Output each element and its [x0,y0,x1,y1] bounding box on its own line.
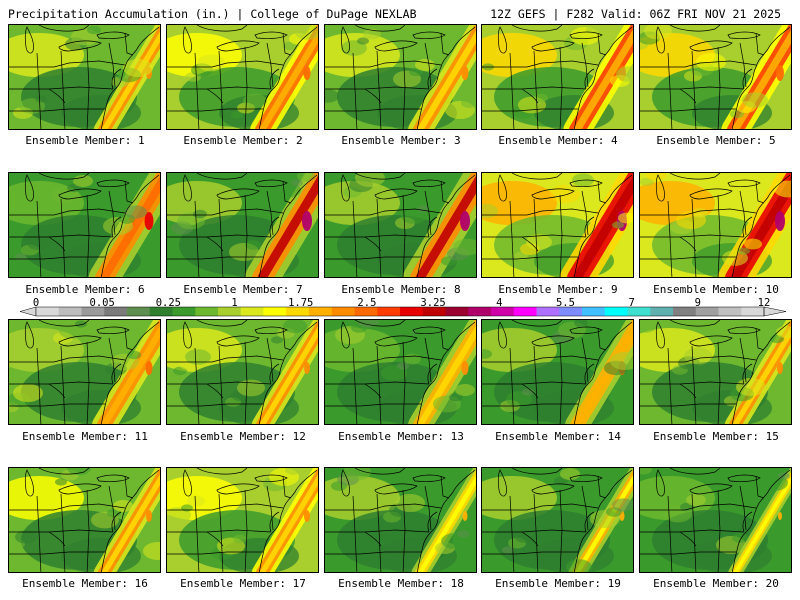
colorbar-swatch [513,307,537,316]
colorbar-swatch [104,307,128,316]
precip-colorbar [19,306,787,317]
colorbar-swatch [491,307,515,316]
ensemble-member-label: Ensemble Member: 3 [341,134,461,147]
ensemble-member-label: Ensemble Member: 2 [183,134,303,147]
colorbar-swatch [718,307,742,316]
ensemble-member-map [324,172,477,278]
colorbar-swatch [81,307,105,316]
ensemble-member-label: Ensemble Member: 10 [653,283,779,296]
colorbar-swatch [695,307,719,316]
ensemble-member-map [166,172,319,278]
colorbar-swatch [445,307,469,316]
ensemble-member-label: Ensemble Member: 8 [341,283,461,296]
ensemble-member-label: Ensemble Member: 5 [656,134,776,147]
ensemble-member-map [166,319,319,425]
colorbar-tick-label: 0.05 [89,297,115,309]
ensemble-member-map [481,24,634,130]
colorbar-tick-label: 4 [496,297,503,309]
colorbar-swatch [195,307,219,316]
colorbar-tick-label: 1.75 [288,297,314,309]
ensemble-member-map [324,467,477,573]
ensemble-member-label: Ensemble Member: 11 [22,430,148,443]
ensemble-member-label: Ensemble Member: 13 [338,430,464,443]
colorbar-swatch [400,307,424,316]
ensemble-member-map [324,24,477,130]
ensemble-member-label: Ensemble Member: 4 [498,134,618,147]
colorbar-swatch [559,307,583,316]
colorbar-swatch [309,307,333,316]
colorbar-swatch [650,307,674,316]
chart-title: Precipitation Accumulation (in.) | Colle… [8,7,417,21]
ensemble-member-map [481,467,634,573]
colorbar-swatch [240,307,264,316]
ensemble-member-label: Ensemble Member: 1 [25,134,145,147]
colorbar-tick-label: 3.25 [420,297,446,309]
colorbar-swatch [218,307,242,316]
colorbar-tick-label: 5.5 [555,297,575,309]
colorbar-swatch [741,307,765,316]
ensemble-member-label: Ensemble Member: 20 [653,577,779,590]
ensemble-member-label: Ensemble Member: 6 [25,283,145,296]
ensemble-member-map [639,172,792,278]
ensemble-member-label: Ensemble Member: 18 [338,577,464,590]
ensemble-member-label: Ensemble Member: 14 [495,430,621,443]
colorbar-swatch [58,307,82,316]
colorbar-swatch [263,307,287,316]
ensemble-member-map [8,319,161,425]
ensemble-member-map [324,319,477,425]
ensemble-member-map [8,24,161,130]
colorbar-swatch [468,307,492,316]
colorbar-tick-label: 0 [32,297,40,309]
ensemble-member-label: Ensemble Member: 15 [653,430,779,443]
colorbar-swatch [172,307,196,316]
colorbar-swatch [331,307,355,316]
ensemble-member-map [639,467,792,573]
ensemble-member-label: Ensemble Member: 7 [183,283,303,296]
colorbar-tick-label: 0.25 [155,297,182,309]
colorbar-tick-label: 9 [694,297,701,309]
ensemble-member-map [8,172,161,278]
colorbar-swatch [149,307,173,316]
colorbar-swatch [354,307,378,316]
model-run-info: 12Z GEFS | F282 Valid: 06Z FRI NOV 21 20… [490,7,781,21]
colorbar-swatch [536,307,560,316]
colorbar-swatch [127,307,151,316]
ensemble-member-label: Ensemble Member: 9 [498,283,618,296]
ensemble-member-map [639,24,792,130]
ensemble-member-label: Ensemble Member: 12 [180,430,306,443]
colorbar-swatch [673,307,697,316]
ensemble-member-label: Ensemble Member: 19 [495,577,621,590]
ensemble-member-map [639,319,792,425]
ensemble-member-label: Ensemble Member: 16 [22,577,148,590]
colorbar-swatch [422,307,446,316]
colorbar-swatch [582,307,606,316]
colorbar-swatch [377,307,401,316]
colorbar-swatch [627,307,651,316]
colorbar-swatch [286,307,310,316]
ensemble-member-map [166,467,319,573]
colorbar-tick-label: 2.5 [357,297,377,309]
colorbar-tick-label: 1 [231,297,238,309]
ensemble-member-label: Ensemble Member: 17 [180,577,306,590]
ensemble-member-map [166,24,319,130]
ensemble-member-map [481,172,634,278]
colorbar-swatch [604,307,628,316]
colorbar-swatch [36,307,60,316]
ensemble-member-map [8,467,161,573]
colorbar-tick-label: 12 [757,297,771,309]
colorbar-tick-label: 7 [628,297,635,309]
ensemble-member-map [481,319,634,425]
